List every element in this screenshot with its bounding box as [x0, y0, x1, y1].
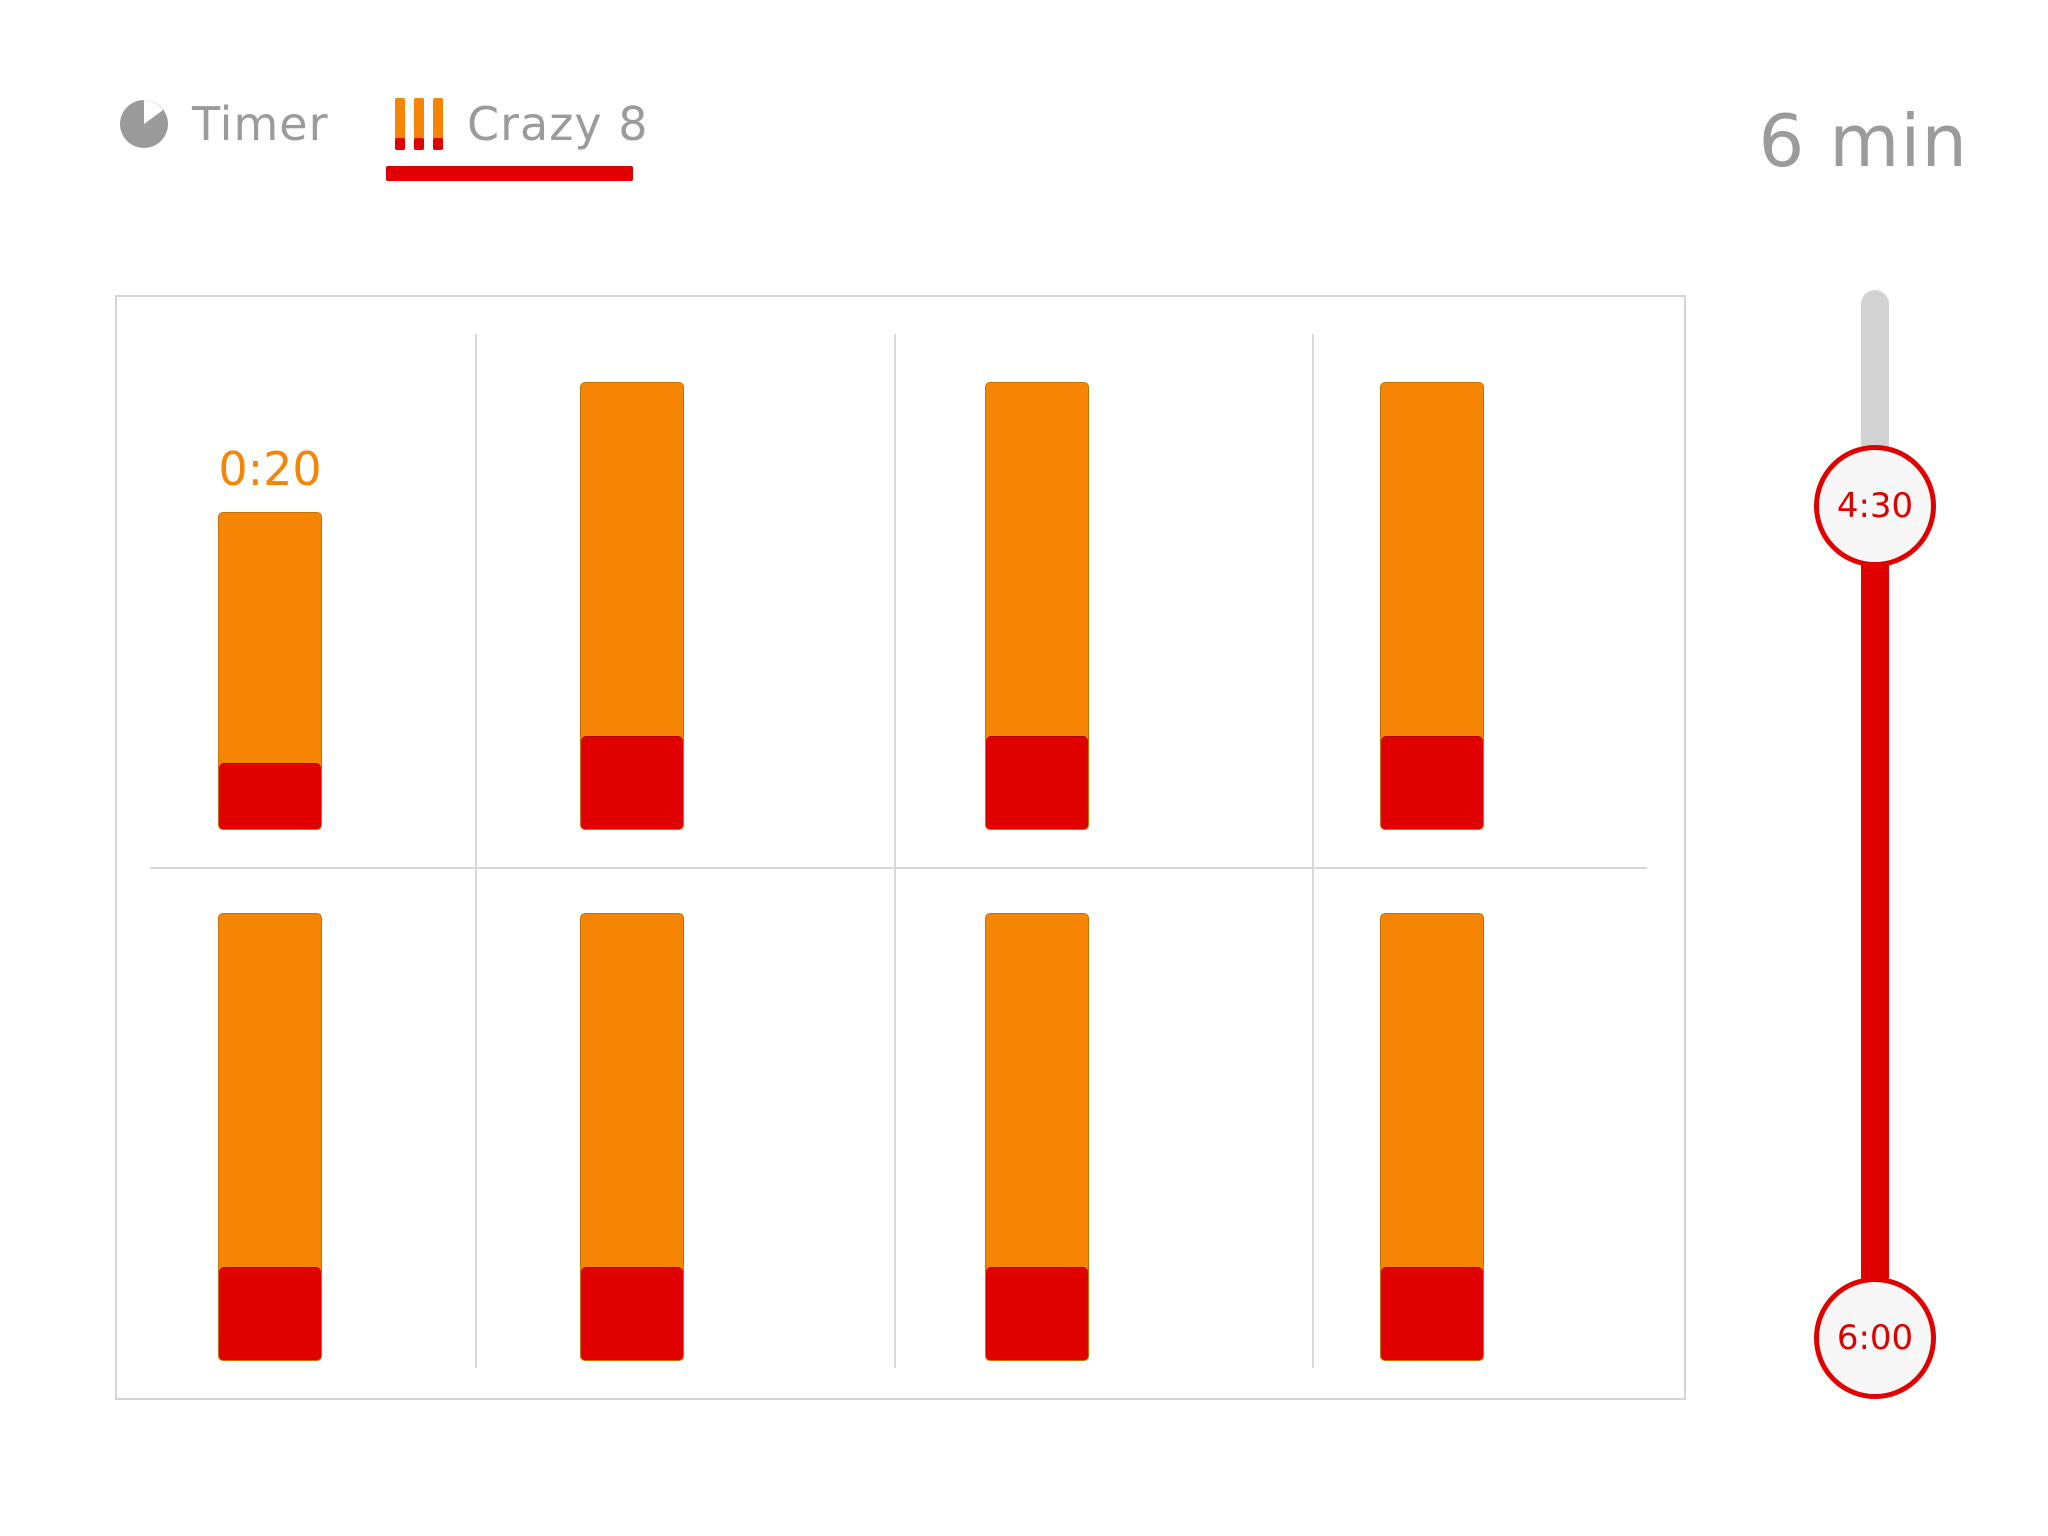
- grid-divider-horizontal: [150, 867, 1647, 869]
- sketch-bar-5[interactable]: [218, 913, 322, 1361]
- slider-end-label: 6:00: [1836, 1318, 1914, 1358]
- sketch-bar-2[interactable]: [580, 382, 684, 830]
- sketch-bar-final-segment: [986, 1267, 1088, 1360]
- active-bar-time-remaining: 0:20: [218, 442, 322, 496]
- slider-handle-start[interactable]: 4:30: [1814, 445, 1936, 567]
- sketch-bar-final-segment: [581, 736, 683, 829]
- grid-divider-vertical: [894, 334, 896, 1368]
- sketch-bar-final-segment: [1381, 1267, 1483, 1360]
- grid-divider-vertical: [1312, 334, 1314, 1368]
- sketch-bar-1[interactable]: [218, 512, 322, 830]
- three-bars-icon: [395, 98, 443, 150]
- tab-crazy-8[interactable]: Crazy 8: [393, 92, 648, 156]
- total-duration: 6 min: [1758, 99, 1968, 183]
- tab-timer-label: Timer: [192, 97, 329, 151]
- sketch-bar-8[interactable]: [1380, 913, 1484, 1361]
- sketch-grid-panel: 0:20: [115, 295, 1686, 1400]
- sketch-bar-final-segment: [986, 736, 1088, 829]
- active-tab-indicator: [386, 166, 633, 181]
- sketch-bar-final-segment: [581, 1267, 683, 1360]
- slider-start-label: 4:30: [1836, 486, 1914, 526]
- sketch-bar-7[interactable]: [985, 913, 1089, 1361]
- tab-crazy-8-label: Crazy 8: [467, 97, 649, 151]
- sketch-bar-3[interactable]: [985, 382, 1089, 830]
- sketch-bar-final-segment: [219, 1267, 321, 1360]
- timer-pie-icon: [120, 100, 168, 148]
- sketch-bar-final-segment: [1381, 736, 1483, 829]
- sketch-bar-4[interactable]: [1380, 382, 1484, 830]
- tab-timer[interactable]: Timer: [118, 92, 329, 156]
- slider-handle-end[interactable]: 6:00: [1814, 1277, 1936, 1399]
- time-range-slider-selected: [1861, 505, 1889, 1340]
- sketch-bar-6[interactable]: [580, 913, 684, 1361]
- grid-divider-vertical: [475, 334, 477, 1368]
- sketch-bar-final-segment: [219, 763, 321, 829]
